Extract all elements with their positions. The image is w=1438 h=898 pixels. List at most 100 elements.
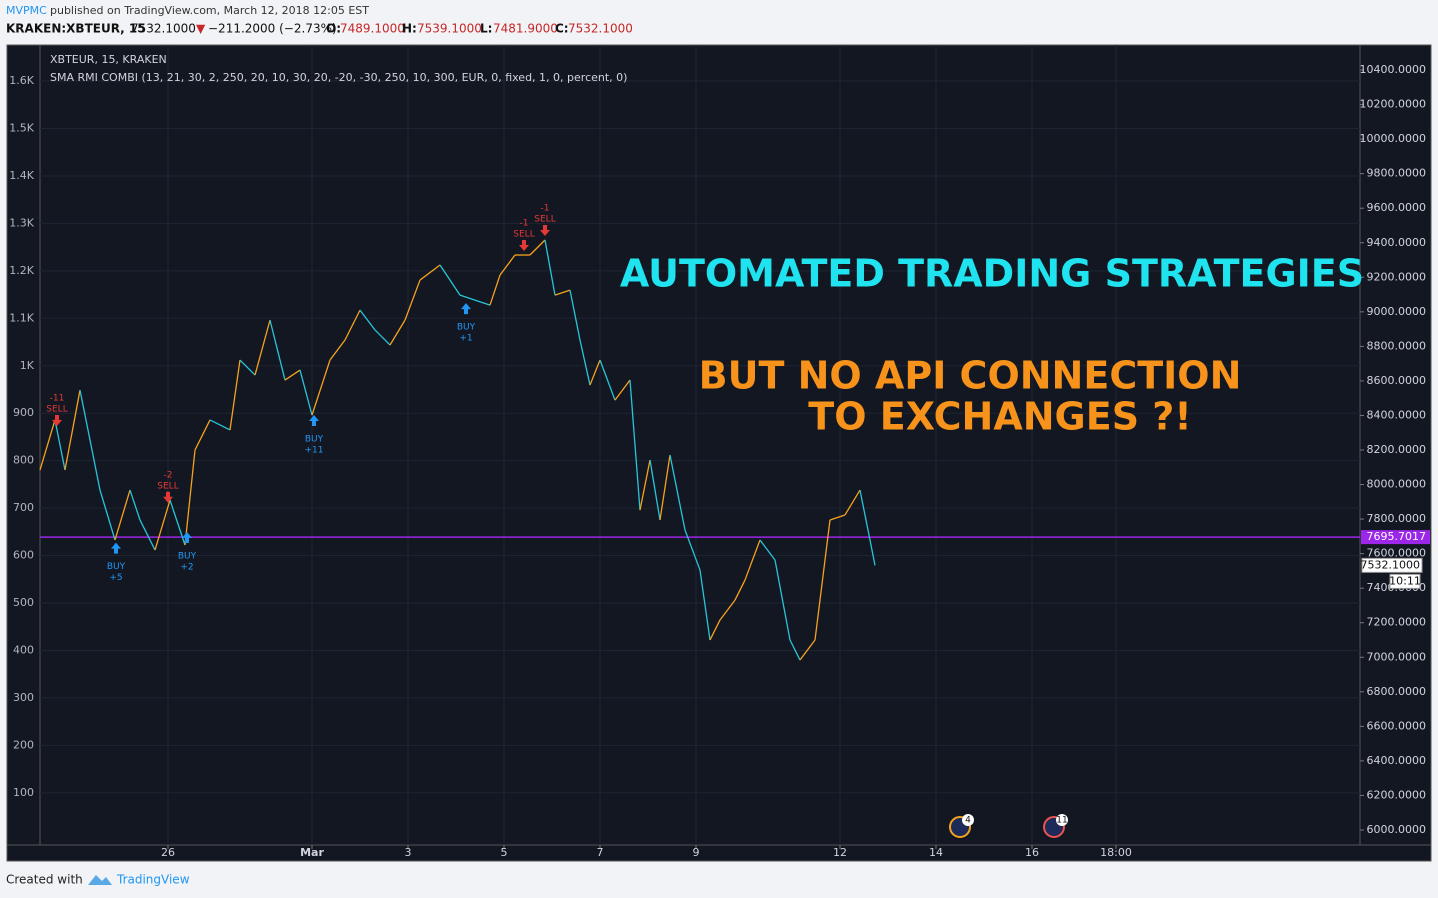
y-tick-label: 1.6K [9, 74, 34, 87]
y2-tick-label: 9400.0000 [1367, 236, 1427, 249]
symbol: KRAKEN:XBTEUR, 15 [6, 22, 146, 36]
y-tick-label: 900 [13, 406, 34, 419]
price-segment [544, 239, 556, 296]
x-tick-label: 3 [405, 846, 412, 859]
price-segment [459, 294, 476, 301]
hline-label-box [1361, 530, 1430, 545]
buy-arrow [461, 303, 471, 315]
countdown-box [1389, 573, 1421, 589]
price-segment [54, 419, 66, 471]
last-price-label: 7532.1000 [1361, 558, 1421, 571]
price-segment [789, 639, 801, 661]
annotation: AUTOMATED TRADING STRATEGIES [620, 252, 1364, 296]
x-tick-label: 18:00 [1100, 846, 1132, 859]
x-tick-label: 14 [929, 846, 943, 859]
buy-arrow [111, 542, 121, 554]
open-label: O: [326, 22, 341, 36]
quote-line: KRAKEN:XBTEUR, 15 7532.1000 ▼ −211.2000 … [6, 22, 633, 36]
high: 7539.1000 [417, 22, 482, 36]
price-segment [744, 539, 761, 581]
price-segment [629, 380, 641, 511]
price-segment [184, 449, 196, 546]
price-segment [814, 519, 831, 641]
sell-arrow [540, 224, 550, 236]
price-segment [669, 454, 686, 531]
price-segment [844, 489, 861, 516]
sell-arrow [519, 240, 529, 252]
price-segment [614, 379, 631, 401]
down-arrow: ▼ [196, 22, 206, 36]
y2-tick-label: 10000.0000 [1360, 132, 1426, 145]
price-segment [239, 359, 256, 376]
event-count: 4 [965, 816, 971, 826]
sell-qty: -11 [50, 393, 65, 403]
price-segment [579, 339, 591, 386]
price-segment [89, 439, 101, 491]
event-badge [1056, 814, 1068, 826]
y2-tick-label: 6600.0000 [1367, 719, 1427, 732]
x-tick-label: 16 [1025, 846, 1039, 859]
price-segment [154, 499, 171, 551]
price-segment [489, 274, 501, 306]
close-label: C: [555, 22, 569, 36]
y2-tick-label: 7200.0000 [1367, 616, 1427, 629]
price-segment [129, 489, 141, 521]
buy-label: BUY [178, 552, 197, 562]
created-with: Created with [6, 873, 83, 887]
buy-qty: +1 [459, 334, 472, 344]
y-tick-label: 700 [13, 501, 34, 514]
y2-tick-label: 9000.0000 [1367, 305, 1427, 318]
y2-tick-label: 8200.0000 [1367, 443, 1427, 456]
plot: 100 200 300 400 500 600 700 800 900 1K 1.1K 1.2K 1.3… [9, 45, 1430, 859]
price-segment [709, 619, 721, 641]
sell-qty: -1 [520, 219, 529, 229]
price-segment [419, 264, 441, 281]
y2-tick-label: 7000.0000 [1367, 650, 1427, 663]
hline-label: 7695.7017 [1367, 530, 1427, 543]
x-tick-label: 12 [833, 846, 847, 859]
y2-tick-label: 9200.0000 [1367, 270, 1427, 283]
y-tick-label: 1K [20, 359, 35, 372]
y-tick-label: 1.3K [9, 216, 34, 229]
footer: Created with TradingView [6, 873, 190, 887]
y-tick-label: 1.2K [9, 264, 34, 277]
sell-label: SELL [534, 214, 555, 224]
author[interactable]: MVPMC [6, 4, 47, 17]
y-tick-label: 400 [13, 643, 34, 656]
brand[interactable]: TradingView [116, 873, 190, 887]
price-segment [389, 319, 406, 346]
buy-arrow [182, 532, 192, 544]
open: 7489.1000 [340, 22, 405, 36]
y2-tick-label: 7600.0000 [1367, 547, 1427, 560]
y-tick-label: 800 [13, 454, 34, 467]
logo [88, 875, 112, 885]
sell-label: SELL [157, 481, 178, 491]
event-badge [962, 814, 974, 826]
published: published on TradingView.com, March 12, … [50, 4, 369, 17]
high-label: H: [402, 22, 417, 36]
price-segment [759, 539, 776, 561]
y2-tick-label: 6000.0000 [1367, 823, 1427, 836]
event-count: 11 [1056, 816, 1067, 826]
buy-label: BUY [107, 562, 126, 572]
y2-tick-label: 8400.0000 [1367, 408, 1427, 421]
y2-tick-label: 9800.0000 [1367, 167, 1427, 180]
price-segment [649, 459, 661, 521]
y-tick-label: 1.4K [9, 169, 34, 182]
low: 7481.9000 [493, 22, 558, 36]
price-segment [829, 514, 846, 521]
low-label: L: [480, 22, 492, 36]
price-segment [229, 359, 241, 431]
price-segment [569, 289, 581, 341]
price-segment [529, 239, 546, 256]
x-tick-label: 26 [161, 846, 175, 859]
price-segment [859, 489, 871, 541]
price-segment [209, 419, 231, 431]
sell-arrow [163, 491, 173, 503]
price-segment [639, 459, 651, 511]
y-tick-label: 600 [13, 549, 34, 562]
price-segment [139, 519, 156, 551]
close: 7532.1000 [568, 22, 633, 36]
